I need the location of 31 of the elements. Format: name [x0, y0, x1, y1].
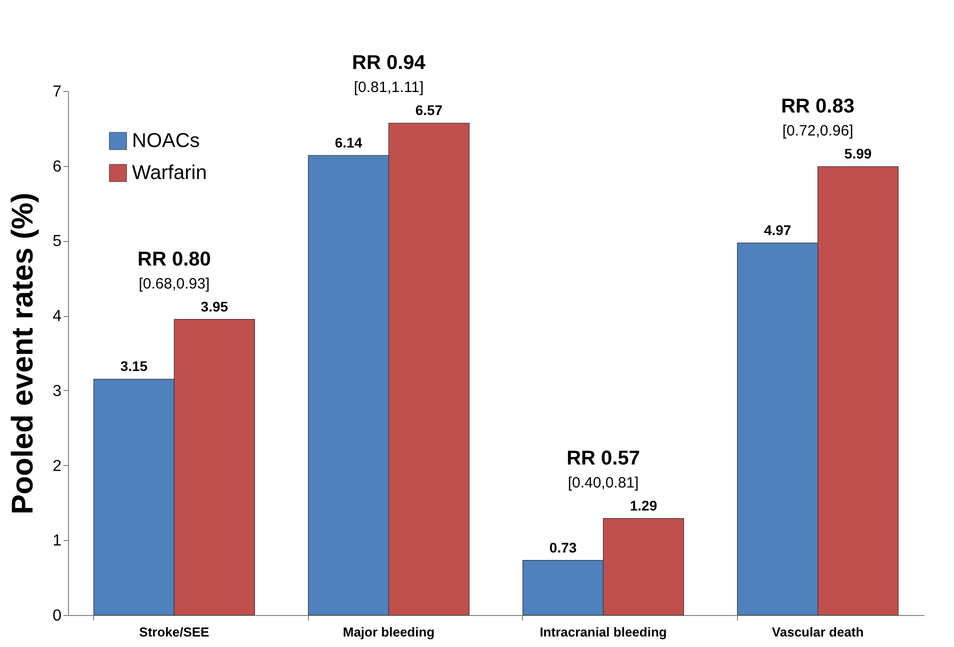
y-axis-title: Pooled event rates (%): [6, 192, 40, 514]
y-tick-label: 1: [52, 532, 62, 550]
x-tick-label: Stroke/SEE: [139, 624, 210, 640]
text: RR 0.94: [352, 52, 426, 74]
data-label: 4.97: [764, 222, 792, 238]
annotation: [0.81,1.11]: [354, 79, 424, 96]
annotation: [0.40,0.81]: [568, 474, 639, 492]
y-tick-label: 3: [52, 382, 62, 400]
data-label: 5.99: [844, 146, 872, 162]
y-tick-label: 2: [52, 458, 62, 475]
y-tick-label: 0: [52, 608, 62, 624]
data-label: 3.15: [120, 358, 148, 374]
x-tick-label: Major bleeding: [342, 624, 435, 640]
annotation: RR 0.57: [566, 447, 640, 470]
data-label: 3.95: [200, 298, 228, 314]
data-label: 6.14: [334, 134, 362, 150]
data-label: 1.29: [630, 497, 658, 514]
data-label: 0.73: [549, 539, 577, 556]
annotation: [0.72,0.96]: [782, 122, 854, 140]
x-tick-label: Vascular death: [772, 624, 864, 640]
data-label: 6.57: [415, 102, 443, 118]
annotation: RR 0.83: [781, 96, 854, 118]
y-tick-label: 6: [52, 158, 62, 176]
y-tick-label: 7: [52, 84, 62, 100]
legend-label: Warfarin: [132, 162, 207, 184]
annotation: RR 0.80: [138, 248, 211, 270]
y-tick-label: 5: [52, 233, 62, 250]
y-tick-label: 4: [52, 308, 62, 326]
annotation: [0.68,0.93]: [138, 275, 210, 292]
x-tick-label: Intracranial bleeding: [540, 624, 667, 640]
legend-label: NOACs: [132, 130, 200, 152]
